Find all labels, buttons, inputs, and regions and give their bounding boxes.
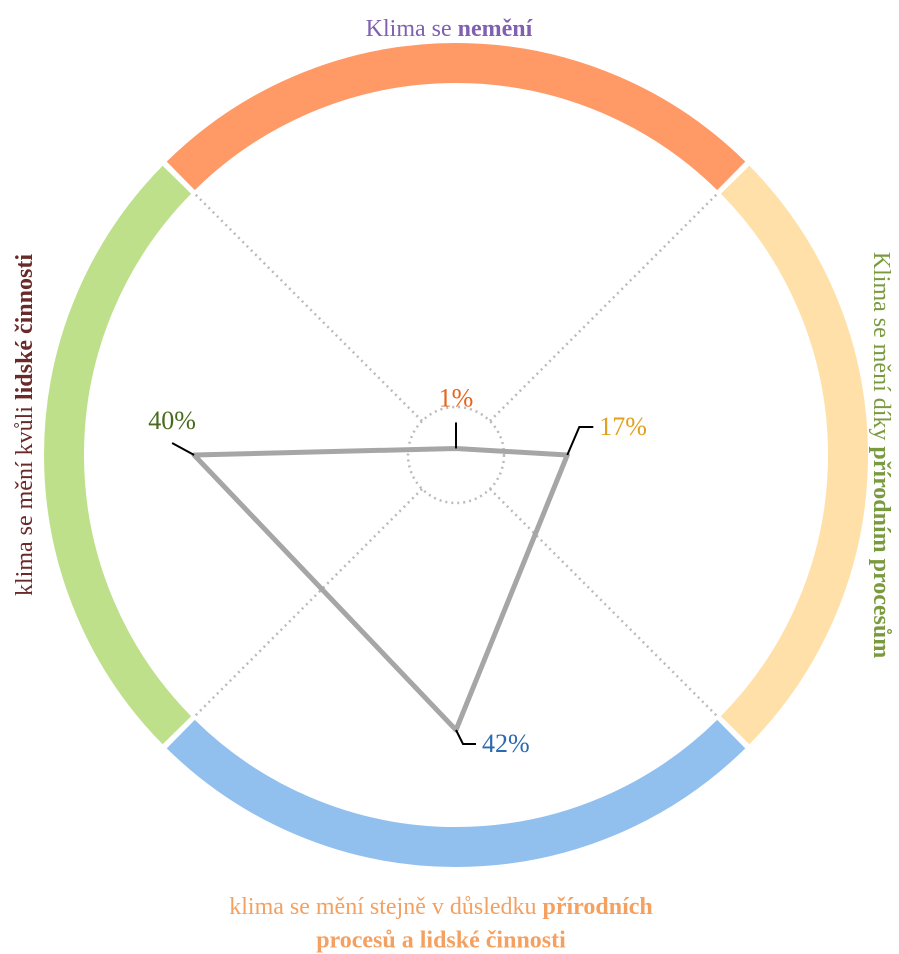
value-label: 42%	[482, 729, 530, 758]
value-label: 1%	[439, 383, 474, 412]
category-label: procesů a lidské činnosti	[316, 928, 566, 954]
leader-line	[566, 426, 594, 456]
divider	[489, 191, 720, 422]
label-text: klima se mění kvůli	[12, 400, 38, 596]
label-text: klima se mění stejně v důsledku	[229, 894, 542, 920]
label-text: Klima se	[366, 16, 458, 42]
leader-line	[455, 729, 476, 745]
ring-segment	[166, 43, 746, 191]
divider	[489, 488, 720, 719]
divider	[192, 488, 423, 719]
label-bold: lidské činnosti	[12, 254, 38, 400]
category-label: klima se mění kvůli lidské činnosti	[12, 254, 38, 596]
category-label: Klima se mění díky přírodním procesům	[868, 252, 894, 658]
value-label: 17%	[599, 412, 647, 441]
label-bold: přírodních	[543, 894, 653, 920]
center-circle	[406, 405, 506, 505]
leader-line	[171, 442, 195, 456]
value-label: 40%	[148, 406, 196, 435]
label-bold: přírodním procesům	[868, 446, 894, 658]
divider	[192, 191, 423, 422]
category-label: klima se mění stejně v důsledku přírodní…	[229, 894, 653, 920]
radar-line	[191, 445, 570, 733]
ring-segment	[44, 165, 192, 745]
category-label: Klima se nemění	[366, 16, 533, 42]
ring-segment	[720, 165, 868, 745]
label-text: Klima se mění díky	[868, 252, 894, 447]
label-bold: nemění	[458, 16, 533, 42]
ring-segment	[166, 719, 746, 867]
